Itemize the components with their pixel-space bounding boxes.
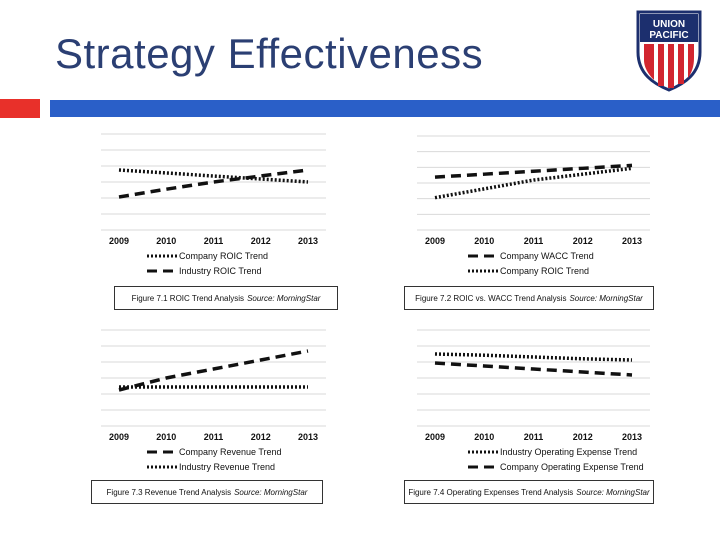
figure-caption-source: Source: MorningStar [576,487,650,497]
x-tick-label: 2011 [204,432,224,442]
x-tick-label: 2010 [156,236,176,246]
x-tick-label: 2010 [474,236,494,246]
accent-bar-red [0,99,40,118]
series-line-1 [434,163,633,179]
series-line-2 [118,168,309,199]
figure-caption: Figure 7.2 ROIC vs. WACC Trend Analysis S… [404,286,654,310]
logo-stripes [644,44,694,88]
figure-caption-text: Figure 7.2 ROIC vs. WACC Trend Analysis [415,293,567,303]
x-tick-label: 2011 [524,432,544,442]
chart-panel-4: 2009 2010 2011 2012 2013 Industry Operating E… [402,322,654,506]
chart-svg: 2009 2010 2011 2012 2013 Industry Operating E… [417,329,650,472]
logo-line1: UNION [653,19,685,30]
x-tick-label: 2009 [425,236,445,246]
x-tick-label: 2009 [109,432,129,442]
legend-label: Company WACC Trend [500,251,594,261]
figure-caption-source: Source: MorningStar [569,293,643,303]
chart-panel-2: 2009 2010 2011 2012 2013 Company WACC Trend Co… [402,126,654,310]
x-tick-label: 2009 [425,432,445,442]
legend-label: Industry Operating Expense Trend [500,447,637,457]
figure-caption-text: Figure 7.4 Operating Expenses Trend Anal… [408,487,574,497]
chart-svg: 2009 2010 2011 2012 2013 Company ROIC Trend In… [101,133,326,276]
chart-panel-3: 2009 2010 2011 2012 2013 Company Revenue Tren… [86,322,328,506]
series-line-1 [118,168,309,184]
figure-caption-source: Source: MorningStar [234,487,308,497]
figure-caption: Figure 7.4 Operating Expenses Trend Anal… [404,480,654,504]
x-tick-label: 2009 [109,236,129,246]
legend-label: Industry Revenue Trend [179,462,275,472]
x-tick-label: 2012 [573,236,593,246]
figure-caption-text: Figure 7.3 Revenue Trend Analysis [106,487,232,497]
figure-caption-source: Source: MorningStar [247,293,321,303]
slide-title: Strategy Effectiveness [55,30,484,77]
x-tick-label: 2012 [573,432,593,442]
x-tick-label: 2011 [524,236,544,246]
legend-label: Company Revenue Trend [179,447,282,457]
x-tick-label: 2013 [298,236,318,246]
series-line-2 [434,361,633,377]
legend-label: Company ROIC Trend [500,266,589,276]
legend-label: Company Operating Expense Trend [500,462,644,472]
x-tick-label: 2010 [156,432,176,442]
series-line-1 [434,352,633,362]
x-tick-label: 2013 [622,236,642,246]
chart-panel-1: 2009 2010 2011 2012 2013 Company ROIC Trend In… [86,126,338,310]
chart-svg: 2009 2010 2011 2012 2013 Company WACC Trend Co… [417,135,650,276]
legend-label: Company ROIC Trend [179,251,268,261]
x-tick-label: 2012 [251,432,271,442]
logo-line2: PACIFIC [649,30,688,41]
series-line-2 [434,166,633,200]
x-tick-label: 2010 [474,432,494,442]
accent-bar-blue [50,100,720,117]
x-tick-label: 2013 [622,432,642,442]
x-tick-label: 2011 [204,236,224,246]
legend-label: Industry ROIC Trend [179,266,262,276]
figure-caption: Figure 7.1 ROIC Trend Analysis Source: Mo… [114,286,338,310]
figure-caption: Figure 7.3 Revenue Trend Analysis Source:… [91,480,323,504]
chart-svg: 2009 2010 2011 2012 2013 Company Revenue Tren… [101,329,326,472]
x-tick-label: 2013 [298,432,318,442]
union-pacific-logo-icon: UNION PACIFIC [636,10,702,92]
series-line-1 [118,349,309,392]
figure-caption-text: Figure 7.1 ROIC Trend Analysis [131,293,245,303]
x-tick-label: 2012 [251,236,271,246]
